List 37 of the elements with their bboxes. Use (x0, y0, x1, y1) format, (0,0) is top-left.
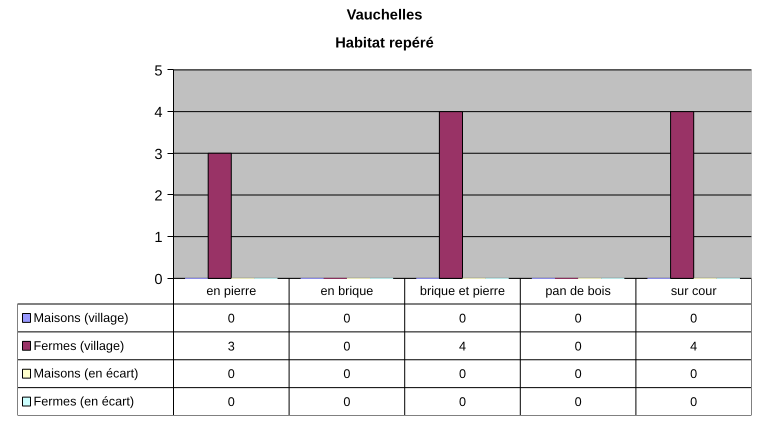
x-tick-label: pan de bois (545, 284, 611, 298)
data-label: 0 (228, 367, 235, 382)
x-tick-label: sur cour (670, 284, 717, 298)
data-label: 0 (690, 367, 698, 382)
y-tick-label: 0 (154, 272, 163, 288)
data-label: 0 (343, 367, 350, 382)
x-tick-label: en pierre (206, 284, 256, 298)
data-label: 0 (690, 395, 698, 410)
data-label: 4 (458, 339, 466, 354)
legend-label: Maisons (en écart) (34, 366, 138, 381)
y-tick-label: 5 (154, 63, 163, 80)
data-label: 0 (228, 311, 235, 326)
data-label: 0 (458, 367, 466, 382)
y-tick-label: 1 (154, 230, 163, 246)
chart-title: Vauchelles (346, 8, 422, 24)
data-label: 0 (458, 395, 466, 410)
data-label: 0 (574, 311, 582, 326)
data-label: 0 (574, 339, 582, 354)
legend-label: Fermes (en écart) (34, 394, 134, 409)
x-tick-label: brique et pierre (420, 284, 506, 298)
data-label: 0 (343, 311, 350, 326)
data-label: 3 (228, 339, 235, 354)
data-label: 4 (690, 339, 698, 354)
y-tick-label: 2 (154, 188, 163, 204)
legend-label: Maisons (village) (34, 310, 128, 325)
y-tick-label: 3 (154, 146, 163, 163)
data-label: 0 (343, 395, 350, 410)
y-tick-label: 4 (154, 105, 163, 122)
data-label: 0 (458, 311, 466, 326)
data-label: 0 (574, 367, 582, 382)
legend-label: Fermes (village) (34, 338, 124, 353)
x-tick-label: en brique (320, 284, 374, 298)
data-label: 0 (690, 311, 698, 326)
data-label: 0 (574, 395, 582, 410)
data-label: 0 (343, 339, 350, 354)
chart-subtitle: Habitat repéré (335, 36, 434, 52)
data-label: 0 (228, 395, 235, 410)
